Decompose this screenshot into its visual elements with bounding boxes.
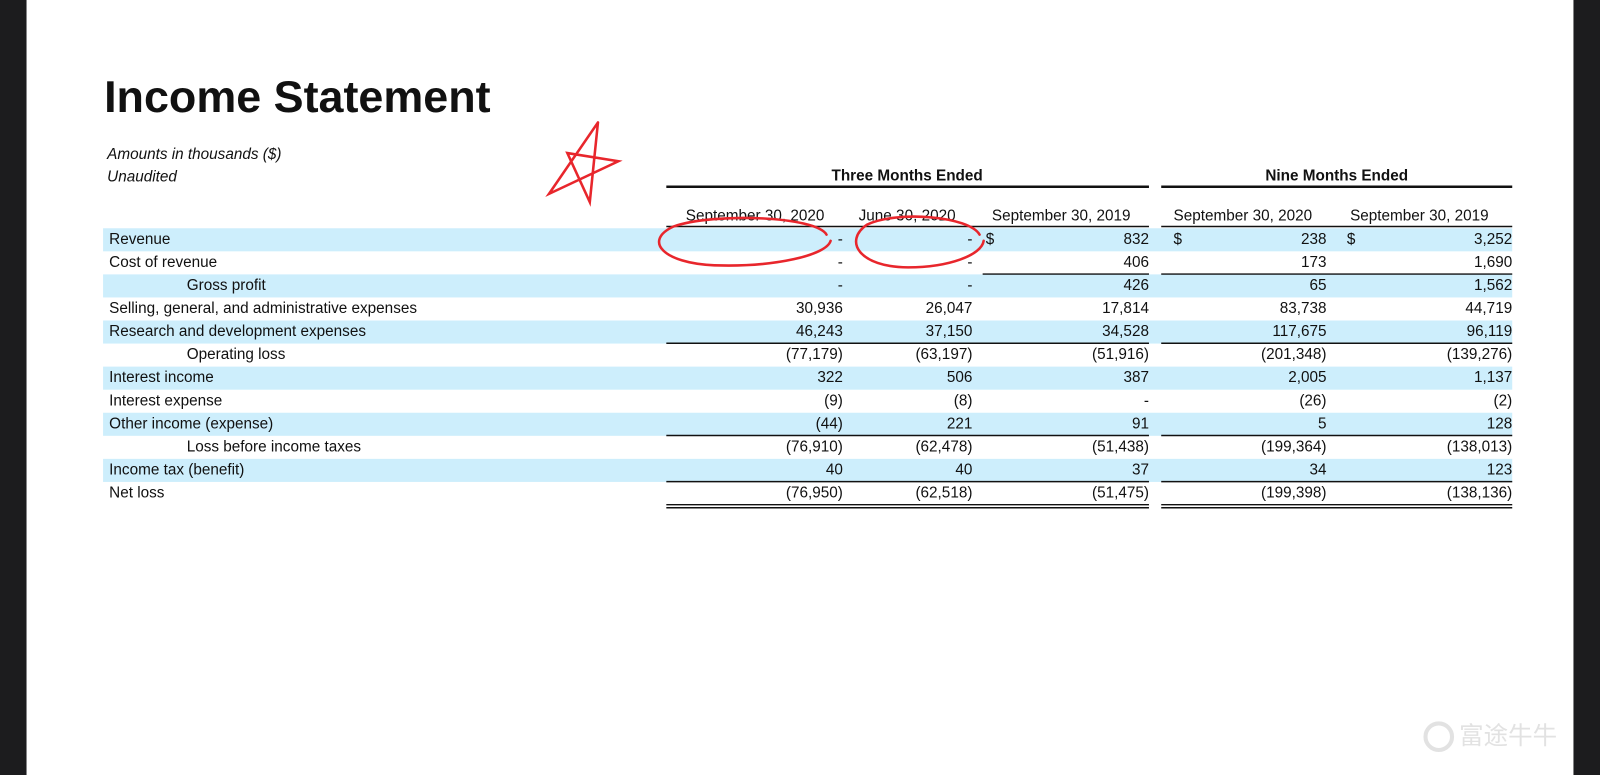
cell: -: [838, 231, 843, 248]
row-band: [103, 228, 1513, 252]
row-band: [103, 366, 1513, 390]
cell: (76,910): [786, 438, 843, 455]
watermark-text: 富途牛牛: [1459, 722, 1557, 750]
cell: 44,719: [1465, 300, 1512, 317]
cell: 46,243: [796, 323, 843, 340]
cell: 40: [826, 461, 843, 478]
column-header: September 30, 2019: [992, 207, 1131, 224]
row-band: [103, 320, 1513, 344]
cell: (199,364): [1261, 438, 1326, 455]
row-label: Cost of revenue: [109, 254, 217, 271]
cell: -: [838, 254, 843, 271]
cell: 173: [1301, 254, 1327, 271]
row-label: Income tax (benefit): [109, 461, 244, 478]
row-band: [103, 458, 1513, 482]
subtitle: Amounts in thousands ($): [106, 146, 281, 163]
column-header: September 30, 2020: [686, 207, 825, 224]
cell: (51,438): [1092, 438, 1149, 455]
cell: 30,936: [796, 300, 843, 317]
cell: 238: [1301, 231, 1327, 248]
cell: (9): [824, 392, 843, 409]
cell: (76,950): [786, 485, 843, 502]
cell: (77,179): [786, 346, 843, 363]
cell: 128: [1487, 415, 1513, 432]
cell: -: [967, 231, 972, 248]
watermark: 富途牛牛: [1423, 721, 1557, 753]
group-header: Three Months Ended: [831, 168, 982, 185]
cell: 506: [947, 369, 973, 386]
cell: (8): [954, 392, 973, 409]
cell: 2,005: [1288, 369, 1326, 386]
title: Income Statement: [104, 71, 491, 122]
row-label: Operating loss: [187, 346, 286, 363]
column-header: September 30, 2019: [1350, 207, 1489, 224]
cell: 26,047: [926, 300, 973, 317]
cell: 5: [1318, 415, 1327, 432]
cell: 426: [1123, 277, 1149, 294]
cell: 832: [1123, 231, 1149, 248]
cell: (199,398): [1261, 485, 1326, 502]
cell: 65: [1310, 277, 1327, 294]
row-label: Interest income: [109, 369, 214, 386]
cell: 322: [817, 369, 843, 386]
row-label: Interest expense: [109, 392, 222, 409]
cell: 91: [1132, 415, 1149, 432]
cell: 17,814: [1102, 300, 1149, 317]
cell: (51,916): [1092, 346, 1149, 363]
cell: (44): [816, 415, 843, 432]
row-label: Net loss: [109, 485, 165, 502]
cell: (63,197): [915, 346, 972, 363]
cell: 34: [1310, 461, 1328, 478]
cell: 406: [1123, 254, 1149, 271]
cell: 1,562: [1474, 277, 1512, 294]
cell: 1,690: [1474, 254, 1512, 271]
row-label: Loss before income taxes: [187, 438, 362, 455]
cell: -: [967, 254, 972, 271]
cell: 387: [1123, 369, 1149, 386]
row-label: Other income (expense): [109, 415, 273, 432]
cell: -: [838, 277, 843, 294]
currency-symbol: $: [1347, 231, 1356, 248]
row-label: Gross profit: [187, 277, 267, 294]
cell: 3,252: [1474, 231, 1512, 248]
cell: 34,528: [1102, 323, 1149, 340]
cell: 37,150: [926, 323, 973, 340]
column-header: September 30, 2020: [1174, 207, 1313, 224]
group-header: Nine Months Ended: [1265, 168, 1408, 185]
cell: -: [1144, 392, 1149, 409]
cell: 1,137: [1474, 369, 1512, 386]
cell: (62,518): [915, 485, 972, 502]
currency-symbol: $: [1173, 231, 1182, 248]
cell: 123: [1487, 461, 1513, 478]
cell: (138,013): [1447, 438, 1512, 455]
cell: (139,276): [1447, 346, 1512, 363]
cell: 40: [955, 461, 972, 478]
annotation: [545, 121, 985, 269]
row-band: [103, 274, 1513, 298]
subtitle: Unaudited: [107, 169, 177, 186]
cell: (2): [1494, 392, 1513, 409]
row-label: Research and development expenses: [109, 323, 366, 340]
row-label: Revenue: [109, 231, 170, 248]
cell: (138,136): [1447, 485, 1512, 502]
cell: 83,738: [1280, 300, 1327, 317]
cell: 37: [1132, 461, 1149, 478]
row-band: [103, 412, 1513, 436]
row-label: Selling, general, and administrative exp…: [109, 300, 417, 317]
cell: -: [967, 277, 972, 294]
cell: (201,348): [1261, 346, 1326, 363]
cell: (51,475): [1092, 485, 1149, 502]
cell: 117,675: [1272, 323, 1326, 340]
cell: 221: [947, 415, 973, 432]
cell: (62,478): [915, 438, 972, 455]
cell: (26): [1299, 392, 1326, 409]
currency-symbol: $: [986, 231, 995, 248]
cell: 96,119: [1467, 323, 1513, 340]
